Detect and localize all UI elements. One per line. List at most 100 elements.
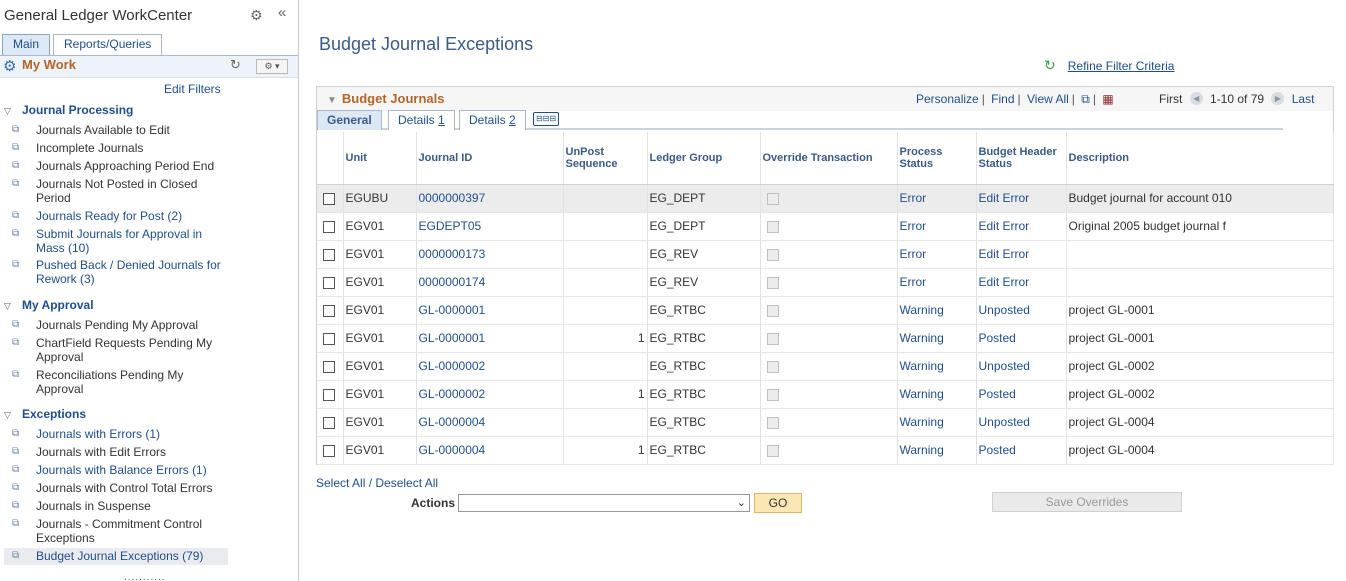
col-unpost-sequence[interactable]: UnPost Sequence bbox=[563, 132, 648, 185]
cell-journal-id[interactable]: GL-0000002 bbox=[416, 352, 564, 381]
refine-filter[interactable]: ↻ Refine Filter Criteria bbox=[1044, 57, 1174, 74]
nav-item[interactable]: ⧉ Incomplete Journals bbox=[12, 141, 144, 155]
cell-process-status[interactable]: Warning bbox=[897, 380, 977, 409]
actions-select[interactable]: ⌄ bbox=[458, 494, 750, 512]
nav-item-selected[interactable]: ⧉ Budget Journal Exceptions (79) bbox=[4, 548, 228, 565]
cell-process-status[interactable]: Error bbox=[897, 184, 977, 213]
cell-budget-header-status[interactable]: Unposted bbox=[976, 352, 1067, 381]
cell-budget-header-status[interactable]: Unposted bbox=[976, 296, 1067, 325]
cell-budget-header-status[interactable]: Posted bbox=[976, 436, 1067, 465]
table-row[interactable]: EGV01 GL-0000001 EG_RTBC Warning Unposted pro… bbox=[317, 296, 1334, 325]
cell-journal-id[interactable]: 0000000397 bbox=[416, 184, 564, 213]
col-unit[interactable]: Unit bbox=[343, 132, 417, 185]
cell-process-status[interactable]: Error bbox=[897, 212, 977, 241]
row-checkbox[interactable] bbox=[323, 276, 335, 289]
table-row[interactable]: EGV01 EGDEPT05 EG_DEPT Error Edit Error Origi… bbox=[317, 212, 1334, 241]
row-select-checkbox[interactable] bbox=[317, 352, 344, 381]
select-all-link[interactable]: Select All / Deselect All bbox=[316, 476, 439, 490]
cell-process-status[interactable]: Warning bbox=[897, 352, 977, 381]
section-journal-processing[interactable]: ▽ Journal Processing bbox=[4, 103, 134, 117]
more-indicator[interactable]: ........... bbox=[124, 572, 166, 581]
table-row[interactable]: EGV01 GL-0000002 1 EG_RTBC Warning Posted proj… bbox=[317, 380, 1334, 409]
nav-item[interactable]: ⧉ Journals Ready for Post (2) bbox=[12, 209, 183, 223]
section-my-approval[interactable]: ▽ My Approval bbox=[4, 298, 94, 312]
cell-journal-id[interactable]: GL-0000001 bbox=[416, 296, 564, 325]
row-checkbox[interactable] bbox=[323, 416, 335, 429]
col-budget-header-status[interactable]: Budget Header Status bbox=[976, 132, 1067, 185]
gear-icon[interactable]: ⚙ bbox=[250, 7, 263, 23]
nav-item[interactable]: ⧉ Journals with Balance Errors (1) bbox=[12, 463, 207, 477]
cell-budget-header-status[interactable]: Unposted bbox=[976, 408, 1067, 437]
row-checkbox[interactable] bbox=[323, 220, 335, 233]
cell-process-status[interactable]: Warning bbox=[897, 324, 977, 353]
row-select-checkbox[interactable] bbox=[317, 408, 344, 437]
nav-item[interactable]: ⧉ Journals - Commitment Control Exception… bbox=[12, 517, 203, 545]
personalize-link[interactable]: Personalize bbox=[916, 92, 979, 106]
table-row[interactable]: EGV01 GL-0000002 EG_RTBC Warning Unposted pro… bbox=[317, 352, 1334, 381]
download-excel-icon[interactable]: ▦ bbox=[1102, 92, 1114, 106]
table-row[interactable]: EGV01 GL-0000004 EG_RTBC Warning Unposted pro… bbox=[317, 408, 1334, 437]
collapse-icon[interactable]: « bbox=[278, 4, 287, 21]
cell-budget-header-status[interactable]: Edit Error bbox=[976, 240, 1067, 269]
col-journal-id[interactable]: Journal ID bbox=[416, 132, 564, 185]
col-ledger-group[interactable]: Ledger Group bbox=[647, 132, 761, 185]
tab-details-2[interactable]: Details 2 bbox=[459, 110, 526, 130]
cell-journal-id[interactable]: GL-0000004 bbox=[416, 408, 564, 437]
nav-item[interactable]: ⧉ Submit Journals for Approval in Mass (1… bbox=[12, 227, 203, 255]
nav-item[interactable]: ⧉ Journals Pending My Approval bbox=[12, 318, 199, 332]
nav-item[interactable]: ⧉ Pushed Back / Denied Journals for Rewor… bbox=[12, 258, 221, 286]
row-select-checkbox[interactable] bbox=[317, 324, 344, 353]
row-checkbox[interactable] bbox=[323, 248, 335, 261]
cell-budget-header-status[interactable]: Edit Error bbox=[976, 212, 1067, 241]
pagelet-options-icon[interactable]: ⚙ ▾ bbox=[256, 59, 288, 74]
cell-process-status[interactable]: Warning bbox=[897, 408, 977, 437]
row-checkbox[interactable] bbox=[323, 360, 335, 373]
cell-budget-header-status[interactable]: Edit Error bbox=[976, 268, 1067, 297]
nav-item[interactable]: ⧉ Journals Approaching Period End bbox=[12, 159, 215, 173]
nav-item[interactable]: ⧉ Journals with Control Total Errors bbox=[12, 481, 213, 495]
tab-details-1[interactable]: Details 1 bbox=[388, 110, 455, 130]
cell-journal-id[interactable]: EGDEPT05 bbox=[416, 212, 564, 241]
cell-process-status[interactable]: Error bbox=[897, 240, 977, 269]
table-row[interactable]: EGV01 GL-0000004 1 EG_RTBC Warning Posted proj… bbox=[317, 436, 1334, 465]
cell-journal-id[interactable]: 0000000174 bbox=[416, 268, 564, 297]
row-select-checkbox[interactable] bbox=[317, 380, 344, 409]
cell-journal-id[interactable]: 0000000173 bbox=[416, 240, 564, 269]
find-link[interactable]: Find bbox=[991, 92, 1015, 106]
nav-item[interactable]: ⧉ Journals with Errors (1) bbox=[12, 427, 161, 441]
cell-budget-header-status[interactable]: Edit Error bbox=[976, 184, 1067, 213]
previous-icon[interactable]: ◀ bbox=[1189, 92, 1203, 105]
first-link[interactable]: First bbox=[1159, 92, 1183, 106]
row-checkbox[interactable] bbox=[323, 192, 335, 205]
table-row[interactable]: EGV01 0000000174 EG_REV Error Edit Error bbox=[317, 268, 1334, 297]
table-row[interactable]: EGUBU 0000000397 EG_DEPT Error Edit Error Bud… bbox=[317, 184, 1334, 213]
row-checkbox[interactable] bbox=[323, 388, 335, 401]
row-select-checkbox[interactable] bbox=[317, 212, 344, 241]
show-all-columns-icon[interactable]: ⊟⊟⊟ bbox=[533, 112, 559, 126]
tab-reports-queries[interactable]: Reports/Queries bbox=[53, 34, 163, 55]
row-select-checkbox[interactable] bbox=[317, 296, 344, 325]
row-checkbox[interactable] bbox=[323, 332, 335, 345]
view-all-link[interactable]: View All bbox=[1026, 92, 1069, 106]
nav-item[interactable]: ⧉ ChartField Requests Pending My Approval bbox=[12, 336, 213, 364]
row-checkbox[interactable] bbox=[323, 304, 335, 317]
cell-process-status[interactable]: Error bbox=[897, 268, 977, 297]
refresh-icon[interactable]: ↻ bbox=[230, 57, 241, 72]
col-override-transaction[interactable]: Override Transaction bbox=[760, 132, 898, 185]
save-overrides-button[interactable]: Save Overrides bbox=[992, 492, 1182, 512]
col-description[interactable]: Description bbox=[1066, 132, 1334, 185]
nav-item[interactable]: ⧉ Reconciliations Pending My Approval bbox=[12, 368, 184, 396]
cell-process-status[interactable]: Warning bbox=[897, 296, 977, 325]
next-icon[interactable]: ▶ bbox=[1271, 92, 1285, 105]
cell-budget-header-status[interactable]: Posted bbox=[976, 324, 1067, 353]
row-select-checkbox[interactable] bbox=[317, 240, 344, 269]
row-select-checkbox[interactable] bbox=[317, 268, 344, 297]
refine-filter-link[interactable]: Refine Filter Criteria bbox=[1067, 59, 1175, 73]
new-window-icon[interactable]: ⧉ bbox=[1081, 92, 1090, 106]
row-checkbox[interactable] bbox=[323, 444, 335, 457]
last-link[interactable]: Last bbox=[1291, 92, 1315, 106]
section-exceptions[interactable]: ▽ Exceptions bbox=[4, 407, 87, 421]
cell-process-status[interactable]: Warning bbox=[897, 436, 977, 465]
row-select-checkbox[interactable] bbox=[317, 184, 344, 213]
nav-item[interactable]: ⧉ Journals Not Posted in Closed Period bbox=[12, 177, 198, 205]
